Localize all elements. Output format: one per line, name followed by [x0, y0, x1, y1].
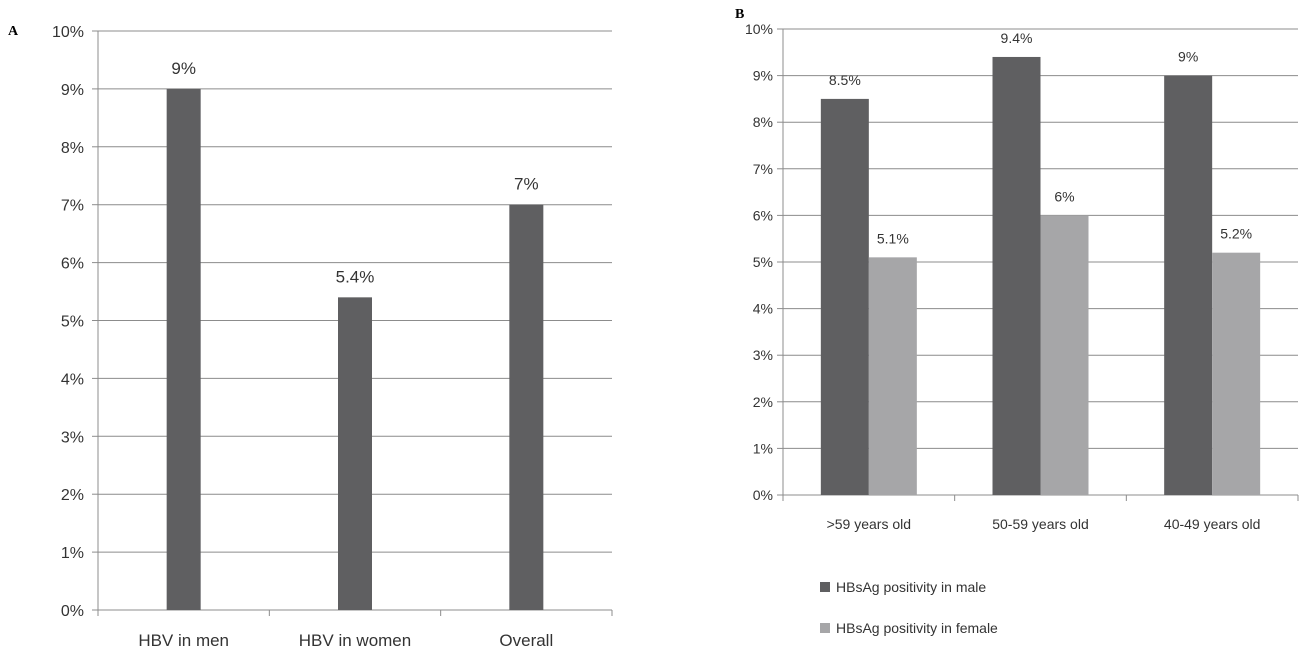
- x-category-label: HBV in women: [299, 631, 411, 650]
- y-tick-label: 8%: [61, 140, 84, 157]
- bar: [1164, 75, 1213, 495]
- y-tick-label: 1%: [753, 440, 773, 456]
- data-label: 5.2%: [1220, 226, 1252, 242]
- legend-label: HBsAg positivity in male: [836, 579, 986, 595]
- y-tick-label: 7%: [61, 198, 84, 215]
- y-tick-label: 8%: [753, 114, 773, 130]
- legend-swatch: [820, 623, 830, 633]
- bar: [1040, 215, 1089, 495]
- y-tick-label: 9%: [61, 82, 84, 99]
- data-label: 8.5%: [829, 72, 861, 88]
- bar: [1212, 252, 1261, 495]
- y-tick-label: 5%: [61, 314, 84, 331]
- bar: [509, 204, 544, 610]
- legend-label: HBsAg positivity in female: [836, 620, 998, 636]
- y-tick-label: 6%: [753, 207, 773, 223]
- y-tick-label: 5%: [753, 254, 773, 270]
- chart-panel-b: B 0% 1% 2% 3% 4% 5% 6% 7% 8% 9% 10% 8.5% 5.1% >59 year…: [735, 7, 1299, 636]
- y-tick-label: 4%: [61, 371, 84, 388]
- y-tick-label: 7%: [753, 161, 773, 177]
- data-label: 6%: [1054, 188, 1074, 204]
- bar: [868, 257, 917, 495]
- panel-letter-a: A: [8, 24, 19, 39]
- y-tick-label: 3%: [61, 429, 84, 446]
- y-tick-label: 4%: [753, 301, 773, 317]
- legend-swatch: [820, 582, 830, 592]
- y-tick-label: 10%: [52, 24, 84, 41]
- y-tick-label: 2%: [61, 487, 84, 504]
- bar: [992, 56, 1041, 496]
- y-tick-label: 2%: [753, 394, 773, 410]
- data-label: 5.4%: [336, 267, 375, 286]
- bar: [338, 297, 372, 610]
- data-label: 9.4%: [1001, 30, 1033, 46]
- x-category-label: 50-59 years old: [992, 516, 1089, 532]
- bar: [166, 88, 201, 610]
- x-category-label: Overall: [499, 631, 553, 650]
- x-category-label: >59 years old: [827, 516, 911, 532]
- bar: [820, 98, 869, 496]
- y-tick-label: 3%: [753, 347, 773, 363]
- data-label: 9%: [171, 59, 196, 78]
- x-category-label: HBV in men: [138, 631, 229, 650]
- y-tick-label: 0%: [753, 487, 773, 503]
- y-tick-label: 1%: [61, 545, 84, 562]
- panel-letter-b: B: [735, 7, 744, 22]
- y-tick-label: 9%: [753, 68, 773, 84]
- data-label: 5.1%: [877, 230, 909, 246]
- chart-panel-a: A 0% 1% 2% 3% 4% 5% 6% 7% 8% 9% 10% 9% HBV in men 5.4%…: [8, 24, 613, 650]
- data-label: 9%: [1178, 49, 1198, 65]
- y-tick-label: 6%: [61, 256, 84, 273]
- x-category-label: 40-49 years old: [1164, 516, 1261, 532]
- data-label: 7%: [514, 175, 539, 194]
- y-tick-label: 0%: [61, 603, 84, 620]
- y-tick-label: 10%: [745, 21, 773, 37]
